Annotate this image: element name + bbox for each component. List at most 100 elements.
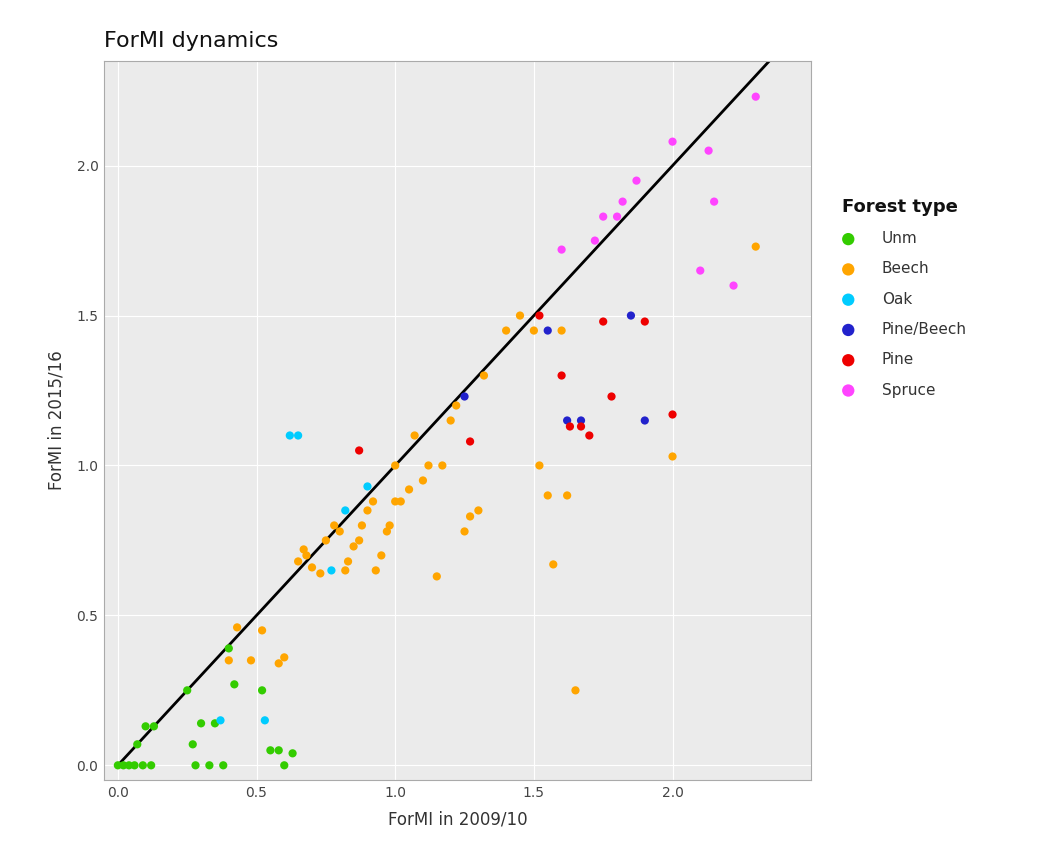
Beech bbox=[326, 518, 342, 532]
Pine bbox=[573, 420, 590, 434]
Beech bbox=[365, 494, 382, 508]
Beech bbox=[276, 650, 292, 664]
Oak bbox=[257, 714, 274, 727]
Beech bbox=[392, 494, 409, 508]
Beech bbox=[337, 564, 354, 577]
Unm bbox=[215, 759, 232, 772]
Beech bbox=[567, 683, 583, 697]
Beech bbox=[407, 428, 423, 442]
Beech bbox=[340, 555, 357, 569]
Beech bbox=[525, 323, 542, 337]
Unm bbox=[201, 759, 217, 772]
Beech bbox=[304, 560, 320, 574]
Pine bbox=[553, 368, 570, 382]
Oak bbox=[359, 479, 375, 493]
Beech bbox=[312, 566, 329, 580]
Beech bbox=[748, 239, 764, 253]
Unm bbox=[262, 743, 279, 757]
Pine bbox=[595, 315, 612, 329]
Pine/Beech bbox=[558, 414, 575, 427]
Beech bbox=[475, 368, 492, 382]
Unm bbox=[129, 737, 146, 751]
Spruce bbox=[692, 264, 708, 277]
Spruce bbox=[608, 210, 625, 224]
Beech bbox=[448, 399, 465, 413]
Pine bbox=[462, 434, 478, 448]
Beech bbox=[470, 504, 487, 518]
Unm bbox=[187, 759, 204, 772]
Pine bbox=[581, 428, 598, 442]
Pine/Beech bbox=[540, 323, 556, 337]
Pine/Beech bbox=[457, 389, 473, 403]
X-axis label: ForMI in 2009/10: ForMI in 2009/10 bbox=[388, 811, 527, 829]
Beech bbox=[345, 539, 362, 553]
Beech bbox=[434, 459, 450, 473]
Beech bbox=[317, 533, 334, 547]
Pine bbox=[531, 309, 548, 323]
Unm bbox=[220, 642, 237, 655]
Beech bbox=[295, 543, 312, 557]
Oak bbox=[323, 564, 340, 577]
Beech bbox=[229, 621, 245, 635]
Beech bbox=[400, 483, 417, 497]
Unm bbox=[142, 759, 159, 772]
Pine/Beech bbox=[623, 309, 640, 323]
Unm bbox=[137, 720, 154, 733]
Unm bbox=[226, 677, 242, 691]
Oak bbox=[282, 428, 298, 442]
Beech bbox=[540, 488, 556, 502]
Beech bbox=[553, 323, 570, 337]
Beech bbox=[498, 323, 515, 337]
Beech bbox=[290, 555, 307, 569]
Unm bbox=[126, 759, 142, 772]
Unm bbox=[284, 746, 301, 760]
Beech bbox=[367, 564, 384, 577]
Beech bbox=[242, 654, 259, 668]
Spruce bbox=[628, 173, 645, 187]
Pine bbox=[350, 444, 367, 458]
Beech bbox=[332, 525, 348, 538]
Pine bbox=[665, 407, 681, 421]
Beech bbox=[387, 459, 404, 473]
Pine bbox=[562, 420, 578, 434]
Legend: Unm, Beech, Oak, Pine/Beech, Pine, Spruce: Unm, Beech, Oak, Pine/Beech, Pine, Spruc… bbox=[833, 198, 967, 398]
Pine/Beech bbox=[573, 414, 590, 427]
Beech bbox=[531, 459, 548, 473]
Spruce bbox=[553, 243, 570, 257]
Spruce bbox=[748, 89, 764, 103]
Unm bbox=[115, 759, 132, 772]
Beech bbox=[373, 549, 390, 563]
Spruce bbox=[587, 233, 603, 247]
Beech bbox=[387, 494, 404, 508]
Beech bbox=[558, 488, 575, 502]
Text: ForMI dynamics: ForMI dynamics bbox=[104, 31, 279, 51]
Spruce bbox=[700, 144, 717, 158]
Unm bbox=[109, 759, 126, 772]
Beech bbox=[420, 459, 437, 473]
Oak bbox=[290, 428, 307, 442]
Beech bbox=[220, 654, 237, 668]
Beech bbox=[462, 510, 478, 524]
Unm bbox=[146, 720, 162, 733]
Unm bbox=[184, 737, 201, 751]
Beech bbox=[298, 549, 315, 563]
Oak bbox=[212, 714, 229, 727]
Unm bbox=[207, 716, 224, 730]
Beech bbox=[665, 449, 681, 463]
Beech bbox=[254, 623, 270, 637]
Unm bbox=[254, 683, 270, 697]
Unm bbox=[270, 743, 287, 757]
Pine bbox=[603, 389, 620, 403]
Unm bbox=[121, 759, 137, 772]
Oak bbox=[337, 504, 354, 518]
Beech bbox=[379, 525, 395, 538]
Beech bbox=[442, 414, 459, 427]
Beech bbox=[428, 570, 445, 583]
Beech bbox=[512, 309, 528, 323]
Beech bbox=[354, 518, 370, 532]
Spruce bbox=[706, 195, 723, 209]
Beech bbox=[270, 656, 287, 670]
Pine/Beech bbox=[636, 414, 653, 427]
Y-axis label: ForMI in 2015/16: ForMI in 2015/16 bbox=[48, 350, 66, 491]
Spruce bbox=[615, 195, 631, 209]
